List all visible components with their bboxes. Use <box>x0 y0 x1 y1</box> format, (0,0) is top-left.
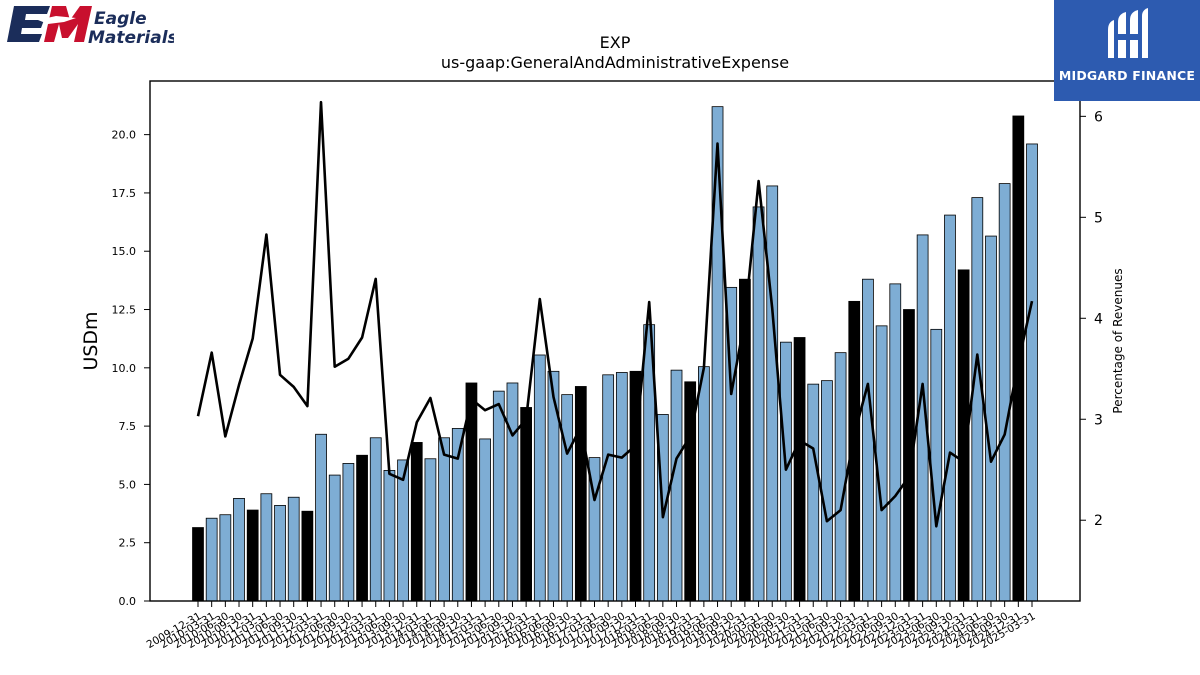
y-tick-label: 20.0 <box>112 129 137 142</box>
bar-2024-06-30 <box>985 235 997 602</box>
bar-2024-03-31 <box>971 197 984 602</box>
bar-2023-06-30 <box>930 328 943 602</box>
y-tick-label: 7.5 <box>119 420 137 433</box>
bar-2010-03-31 <box>205 517 218 602</box>
bar-2011-06-30 <box>274 504 286 602</box>
bar-2013-06-30 <box>383 470 396 602</box>
chart-title: EXP <box>600 33 631 52</box>
y-tick-label: 12.5 <box>112 304 137 317</box>
bar-2023-09-30 <box>944 214 956 602</box>
bar-2022-09-30 <box>889 283 902 602</box>
bar-2009-12-31 <box>192 527 204 602</box>
bar-2021-06-30 <box>821 380 833 602</box>
bar-2014-03-31 <box>424 458 437 602</box>
bar-2013-12-31 <box>410 442 423 602</box>
bar-2022-03-31 <box>862 278 874 602</box>
midgard-finance-text: MIDGARD FINANCE <box>1058 68 1196 83</box>
bar-2012-09-30 <box>342 463 355 602</box>
bar-2016-06-30 <box>547 370 560 602</box>
bar-2011-09-30 <box>287 496 300 602</box>
bar-2019-03-31 <box>698 366 710 602</box>
y2-tick-label: 6 <box>1094 109 1103 125</box>
bar-2019-12-31 <box>739 278 751 602</box>
bar-2011-12-31 <box>301 510 314 602</box>
bar-2020-06-30 <box>766 185 779 602</box>
bar-2014-06-30 <box>438 437 450 602</box>
y2-tick-label: 3 <box>1094 412 1103 428</box>
y-tick-label: 15.0 <box>112 245 137 258</box>
bar-2015-03-31 <box>479 438 491 602</box>
y2-tick-label: 4 <box>1094 311 1103 327</box>
bar-2020-12-31 <box>793 337 806 602</box>
bar-2016-12-31 <box>574 386 587 602</box>
bar-2019-06-30 <box>711 106 724 602</box>
bar-2013-03-31 <box>369 437 382 602</box>
bar-2012-03-31 <box>315 433 327 602</box>
y-tick-label: 5.0 <box>119 478 137 491</box>
y-tick-label: 2.5 <box>119 537 137 550</box>
bar-2012-12-31 <box>356 454 368 602</box>
y2-tick-label: 2 <box>1094 513 1103 529</box>
bar-2010-06-30 <box>219 514 232 602</box>
chart-subtitle: us-gaap:GeneralAndAdministrativeExpense <box>441 53 789 72</box>
bar-2017-09-30 <box>615 372 628 602</box>
plot-frame <box>149 80 1081 602</box>
bar-2017-06-30 <box>602 374 615 602</box>
bar-2018-09-30 <box>670 369 683 602</box>
y-tick-label: 10.0 <box>112 362 137 375</box>
bar-2016-09-30 <box>561 394 574 602</box>
bar-2011-03-31 <box>260 493 273 602</box>
eagle-materials-logo: Eagle Materials <box>4 4 178 48</box>
bar-2024-09-30 <box>998 183 1011 602</box>
y-tick-label: 17.5 <box>112 187 137 200</box>
y2-axis-label: Percentage of Revenues <box>1111 268 1125 413</box>
bar-2020-09-30 <box>780 341 792 602</box>
midgard-logo-mark-icon <box>1108 8 1148 58</box>
eagle-logo-mark-icon: Eagle Materials <box>7 6 178 48</box>
bar-2020-03-31 <box>752 206 765 602</box>
bar-2016-03-31 <box>533 354 546 602</box>
bar-2012-06-30 <box>328 474 341 602</box>
logo-word-materials: Materials <box>88 28 174 46</box>
bar-2015-09-30 <box>506 382 519 602</box>
bar-2010-09-30 <box>233 497 245 602</box>
x-axis: 2009-12-312010-03-312010-06-302010-09-30… <box>145 601 1038 651</box>
midgard-finance-logo: MIDGARD FINANCE <box>1054 0 1200 101</box>
y-tick-label: 0.0 <box>119 595 137 608</box>
bar-2015-12-31 <box>520 407 532 602</box>
y-axis-right: 2 3 4 5 6 <box>1080 109 1103 529</box>
bars-group <box>192 106 1038 602</box>
bar-2025-03-31 <box>1026 143 1038 602</box>
bar-2021-09-30 <box>834 352 847 602</box>
percentage-line <box>196 100 1034 528</box>
y-axis-label: USDm <box>80 311 102 370</box>
bar-2015-06-30 <box>492 390 505 602</box>
y2-tick-label: 5 <box>1094 210 1103 226</box>
bar-2021-03-31 <box>807 383 820 602</box>
y-axis-left: 0.0 2.5 5.0 7.5 10.0 12.5 15.0 17.5 20.0 <box>112 129 150 608</box>
logo-word-eagle: Eagle <box>94 9 147 29</box>
bar-2010-12-31 <box>246 509 259 602</box>
